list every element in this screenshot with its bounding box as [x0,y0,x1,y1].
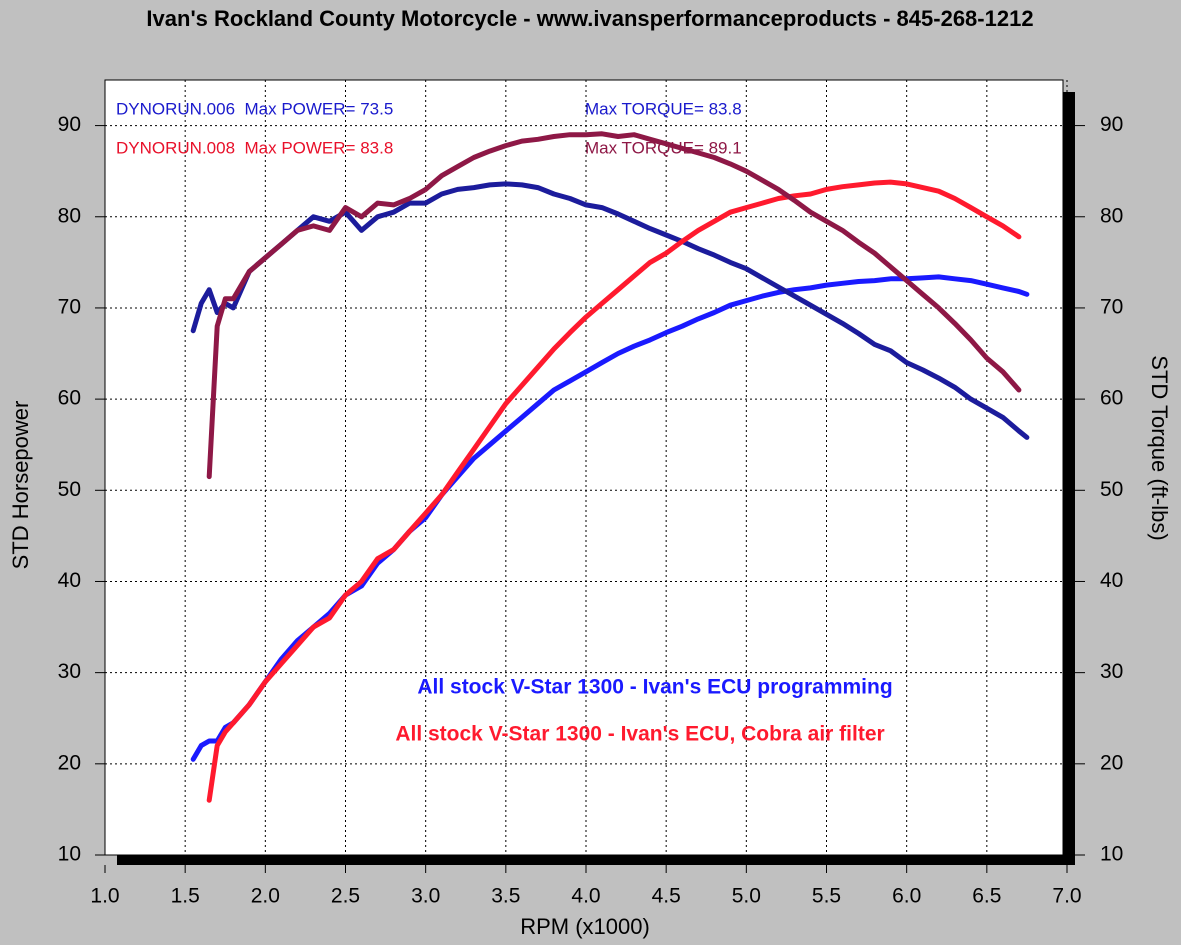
plot-shadow-bottom [117,855,1075,865]
y-axis-label: STD Horsepower [8,401,33,570]
y-tick-label: 50 [58,478,81,501]
y-tick-label: 30 [58,660,81,683]
annotation: DYNORUN.008 Max POWER= 83.8 [116,138,393,157]
annotations: DYNORUN.006 Max POWER= 73.5 Max TORQUE= 8… [116,99,893,745]
series-line [206,131,1022,480]
series-line [190,274,1030,762]
y-tick-label: 60 [58,387,81,410]
y-tick-label: 90 [58,113,81,136]
annotation: Max TORQUE= 83.8 [585,99,742,118]
annotation: Max TORQUE= 89.1 [585,138,742,157]
y2-axis-label: STD Torque (ft-lbs) [1147,355,1172,540]
y2-tick-label: 20 [1100,751,1123,774]
x-tick-label: 3.0 [411,885,440,908]
plot-area [104,79,1064,856]
x-tick-label: 2.5 [331,885,360,908]
annotation: All stock V-Star 1300 - Ivan's ECU progr… [417,676,892,699]
y2-tick-label: 30 [1100,660,1123,683]
annotation: DYNORUN.006 Max POWER= 73.5 [116,99,393,118]
y-tick-label: 80 [58,204,81,227]
y2-tick-label: 90 [1100,113,1123,136]
lines [190,131,1030,803]
x-tick-label: 3.5 [491,885,520,908]
y2-tick-label: 10 [1100,843,1123,866]
y2-tick-label: 50 [1100,478,1123,501]
x-tick-label: 7.0 [1052,885,1081,908]
y2-tick-label: 60 [1100,387,1123,410]
x-tick-label: 1.5 [171,885,200,908]
x-tick-label: 5.0 [732,885,761,908]
x-tick-label: 4.0 [571,885,600,908]
y-tick-label: 40 [58,569,81,592]
x-axis-label: RPM (x1000) [520,914,650,939]
x-tick-label: 1.0 [90,885,119,908]
x-tick-label: 4.5 [652,885,681,908]
grid: 1.0 1.5 2.0 2.5 3.0 3.5 4.0 4.5 5.0 5.5 6.0 6.5 7.0 1… [58,80,1123,908]
plot-shadow-right [1063,92,1075,865]
y-tick-label: 10 [58,843,81,866]
y-tick-label: 70 [58,295,81,318]
y2-tick-label: 70 [1100,295,1123,318]
x-tick-label: 6.0 [892,885,921,908]
annotation: All stock V-Star 1300 - Ivan's ECU, Cobr… [395,723,884,746]
x-tick-label: 5.5 [812,885,841,908]
chart-title: Ivan's Rockland County Motorcycle - www.… [146,6,1033,31]
y2-tick-label: 40 [1100,569,1123,592]
x-tick-label: 6.5 [972,885,1001,908]
y-tick-label: 20 [58,751,81,774]
x-tick-label: 2.0 [251,885,280,908]
y2-tick-label: 80 [1100,204,1123,227]
series-line [206,179,1022,803]
